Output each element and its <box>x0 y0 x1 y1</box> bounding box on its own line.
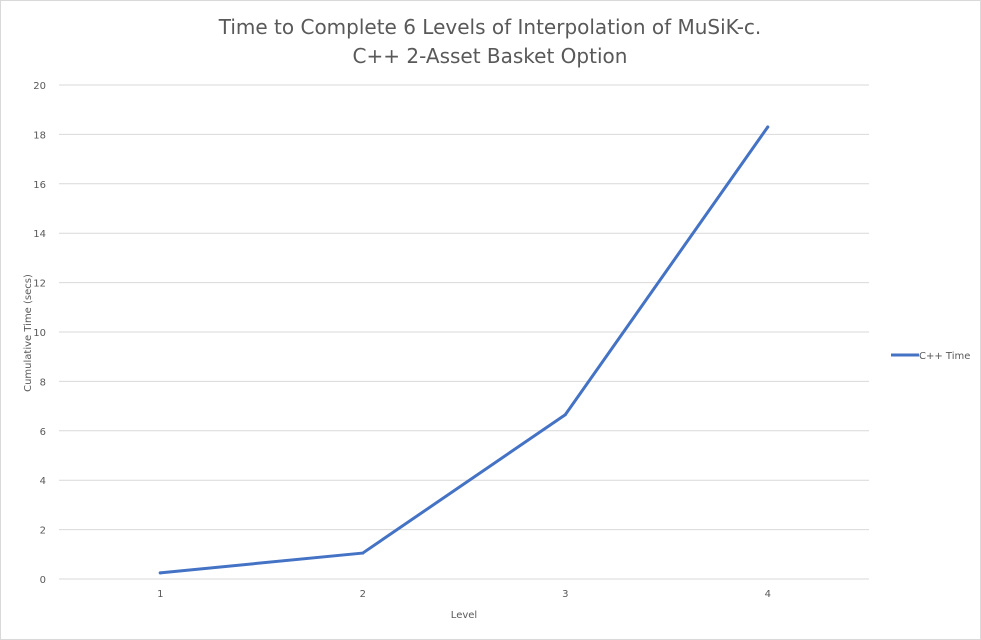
y-tick-label: 18 <box>33 130 46 141</box>
y-axis-label: Cumulative Time (secs) <box>23 274 34 392</box>
y-tick-label: 0 <box>40 575 46 586</box>
series-lines <box>158 125 770 575</box>
x-axis-label: Level <box>451 610 477 621</box>
data-point <box>766 125 770 129</box>
y-tick-label: 12 <box>33 279 46 290</box>
x-tick-label: 2 <box>360 589 366 600</box>
y-tick-label: 2 <box>40 526 46 537</box>
data-point <box>158 571 162 575</box>
x-tick-labels: 1 2 3 4 <box>157 589 771 600</box>
x-tick-label: 1 <box>157 589 163 600</box>
data-point <box>361 551 365 555</box>
legend-entry: C++ Time <box>919 351 970 362</box>
y-tick-label: 10 <box>33 328 46 339</box>
y-tick-label: 4 <box>40 476 46 487</box>
y-tick-label: 16 <box>33 180 46 191</box>
x-tick-label: 3 <box>562 589 568 600</box>
chart-title-line-1: Time to Complete 6 Levels of Interpolati… <box>218 15 762 39</box>
x-tick-label: 4 <box>765 589 771 600</box>
chart-title-line-2: C++ 2-Asset Basket Option <box>353 44 628 68</box>
y-tick-label: 6 <box>40 427 46 438</box>
data-point <box>563 413 567 417</box>
y-tick-label: 14 <box>33 229 46 240</box>
legend: C++ Time <box>891 351 970 362</box>
gridlines <box>59 84 869 580</box>
y-tick-label: 20 <box>33 81 46 92</box>
series-line <box>158 125 770 575</box>
y-tick-labels: 0 2 4 6 8 10 12 14 16 18 20 <box>33 81 46 586</box>
y-tick-label: 8 <box>40 377 46 388</box>
